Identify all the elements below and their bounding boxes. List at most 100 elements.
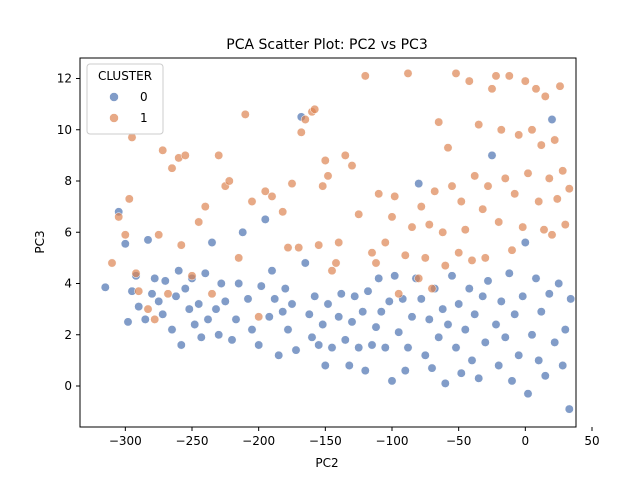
scatter-point-cluster-0 bbox=[238, 227, 248, 237]
scatter-point-cluster-1 bbox=[540, 91, 550, 101]
x-tick-label: −200 bbox=[242, 434, 275, 448]
scatter-point-cluster-1 bbox=[564, 184, 574, 194]
scatter-point-cluster-1 bbox=[158, 145, 168, 155]
scatter-point-cluster-0 bbox=[310, 291, 320, 301]
x-tick-label: −150 bbox=[309, 434, 342, 448]
scatter-point-cluster-1 bbox=[427, 284, 437, 294]
scatter-point-cluster-1 bbox=[331, 258, 341, 268]
scatter-point-cluster-0 bbox=[536, 307, 546, 317]
scatter-point-cluster-1 bbox=[520, 76, 530, 86]
legend-label-cluster-0: 0 bbox=[140, 90, 148, 104]
scatter-point-cluster-0 bbox=[120, 239, 130, 249]
scatter-point-cluster-1 bbox=[354, 209, 364, 219]
scatter-point-cluster-0 bbox=[547, 115, 557, 124]
scatter-point-cluster-0 bbox=[167, 325, 177, 335]
scatter-point-cluster-1 bbox=[300, 115, 310, 124]
scatter-point-cluster-1 bbox=[400, 250, 410, 260]
scatter-point-cluster-0 bbox=[394, 327, 404, 337]
scatter-point-cluster-0 bbox=[434, 332, 444, 342]
scatter-point-cluster-1 bbox=[494, 217, 504, 227]
scatter-point-cluster-0 bbox=[150, 273, 160, 283]
scatter-point-cluster-1 bbox=[150, 314, 160, 324]
scatter-point-cluster-0 bbox=[256, 281, 266, 291]
scatter-point-cluster-0 bbox=[147, 289, 157, 299]
scatter-point-cluster-0 bbox=[350, 291, 360, 301]
scatter-point-cluster-1 bbox=[539, 225, 549, 235]
scatter-point-cluster-0 bbox=[438, 304, 448, 314]
scatter-point-cluster-0 bbox=[363, 286, 373, 296]
scatter-point-cluster-1 bbox=[447, 181, 457, 191]
scatter-point-cluster-0 bbox=[367, 340, 377, 350]
scatter-point-cluster-0 bbox=[531, 273, 541, 283]
scatter-point-cluster-0 bbox=[384, 296, 394, 306]
scatter-point-cluster-0 bbox=[478, 291, 488, 301]
scatter-point-cluster-0 bbox=[460, 325, 470, 335]
scatter-point-cluster-0 bbox=[400, 366, 410, 376]
y-axis: 0 2 4 6 8 10 12 bbox=[57, 72, 80, 393]
scatter-point-cluster-1 bbox=[403, 68, 413, 78]
scatter-point-cluster-1 bbox=[180, 150, 190, 160]
scatter-point-cluster-0 bbox=[507, 376, 517, 386]
scatter-point-cluster-1 bbox=[470, 171, 480, 181]
scatter-point-cluster-1 bbox=[207, 289, 217, 299]
scatter-point-cluster-1 bbox=[314, 240, 324, 250]
scatter-point-cluster-0 bbox=[196, 332, 206, 342]
scatter-point-cluster-0 bbox=[500, 332, 510, 342]
scatter-point-cluster-0 bbox=[454, 299, 464, 309]
scatter-point-cluster-1 bbox=[387, 212, 397, 222]
scatter-point-cluster-1 bbox=[294, 243, 304, 253]
scatter-point-cluster-0 bbox=[550, 337, 560, 347]
legend-box bbox=[86, 63, 164, 135]
scatter-point-cluster-1 bbox=[143, 304, 153, 314]
scatter-point-cluster-0 bbox=[514, 350, 524, 360]
scatter-point-cluster-1 bbox=[424, 220, 434, 230]
scatter-point-cluster-1 bbox=[374, 189, 384, 199]
scatter-point-cluster-1 bbox=[267, 191, 277, 201]
scatter-point-cluster-0 bbox=[336, 289, 346, 299]
scatter-point-cluster-1 bbox=[514, 130, 524, 140]
scatter-point-cluster-0 bbox=[327, 343, 337, 353]
scatter-point-cluster-0 bbox=[544, 289, 554, 299]
scatter-point-cluster-0 bbox=[254, 340, 264, 350]
y-tick-label: 0 bbox=[64, 379, 72, 393]
scatter-point-cluster-0 bbox=[554, 279, 564, 288]
scatter-point-cluster-1 bbox=[414, 273, 424, 283]
scatter-point-cluster-0 bbox=[494, 361, 504, 370]
scatter-point-cluster-1 bbox=[283, 243, 293, 253]
y-tick-label: 10 bbox=[57, 123, 72, 137]
legend-marker-cluster-1 bbox=[109, 113, 119, 123]
scatter-point-cluster-0 bbox=[447, 271, 457, 281]
x-tick-label: 0 bbox=[522, 434, 530, 448]
scatter-point-cluster-1 bbox=[260, 186, 270, 196]
scatter-point-cluster-1 bbox=[440, 261, 450, 271]
scatter-point-cluster-1 bbox=[154, 230, 164, 240]
scatter-point-cluster-1 bbox=[460, 225, 470, 235]
scatter-point-cluster-0 bbox=[470, 309, 480, 319]
scatter-point-cluster-1 bbox=[467, 255, 477, 265]
scatter-point-cluster-0 bbox=[190, 320, 200, 329]
scatter-point-cluster-0 bbox=[480, 337, 490, 347]
scatter-point-cluster-0 bbox=[180, 284, 190, 294]
scatter-point-cluster-0 bbox=[274, 350, 284, 360]
scatter-point-cluster-0 bbox=[474, 373, 484, 383]
legend-title: CLUSTER bbox=[98, 69, 152, 83]
scatter-point-cluster-1 bbox=[434, 117, 444, 127]
scatter-point-cluster-1 bbox=[536, 140, 546, 150]
scatter-point-cluster-1 bbox=[224, 176, 234, 186]
y-tick-label: 12 bbox=[57, 72, 72, 86]
scatter-point-cluster-1 bbox=[483, 181, 493, 191]
scatter-point-cluster-1 bbox=[360, 71, 370, 81]
scatter-point-cluster-0 bbox=[403, 343, 413, 353]
scatter-point-cluster-1 bbox=[296, 127, 306, 137]
scatter-point-cluster-0 bbox=[483, 276, 493, 286]
scatter-point-cluster-0 bbox=[267, 266, 277, 276]
x-tick-label: −300 bbox=[109, 434, 142, 448]
scatter-point-cluster-1 bbox=[430, 186, 440, 196]
scatter-point-cluster-1 bbox=[443, 143, 453, 153]
scatter-point-cluster-0 bbox=[518, 291, 528, 301]
scatter-point-cluster-0 bbox=[407, 312, 417, 322]
scatter-point-cluster-0 bbox=[440, 378, 450, 388]
scatter-point-cluster-0 bbox=[300, 258, 310, 268]
y-tick-label: 6 bbox=[64, 225, 72, 239]
